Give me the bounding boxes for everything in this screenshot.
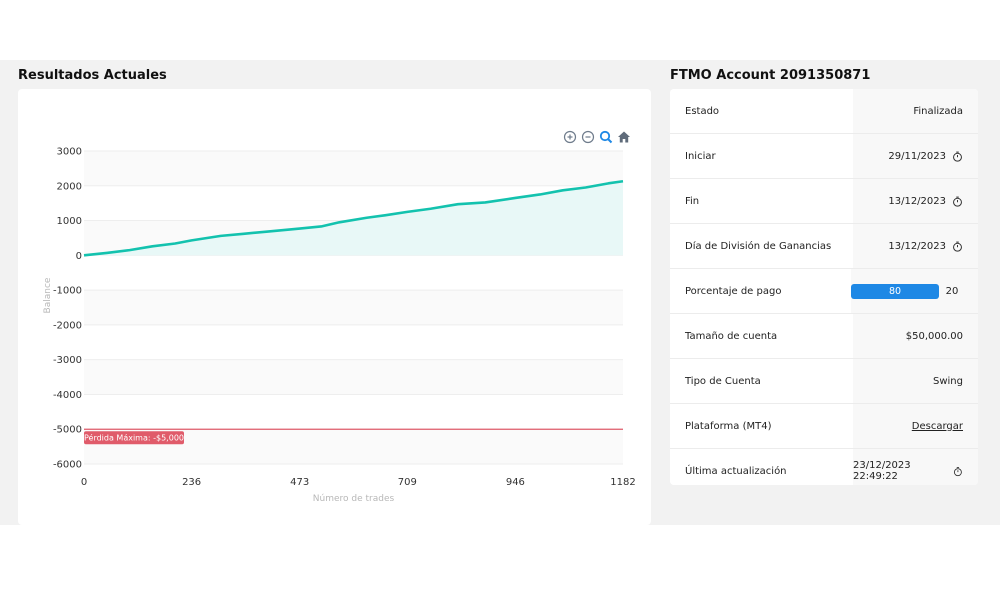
x-tick-label: 709 [398,477,417,488]
y-tick-label: -6000 [53,460,82,471]
search-icon[interactable] [599,130,613,144]
max-loss-label: Pérdida Máxima: -$5,000 [84,433,184,443]
row-iniciar: Iniciar 29/11/2023 [670,134,978,179]
chart-card: 3000 2000 1000 0 -1000 -2000 -3000 -4000 -5000 -6… [18,89,651,525]
row-label: Porcentaje de pago [670,269,851,313]
status-value: Finalizada [913,105,963,117]
row-account-type: Tipo de Cuenta Swing [670,359,978,404]
row-label: Fin [670,179,853,223]
row-last-update: Última actualización 23/12/2023 22:49:22 [670,449,978,485]
grid-band [84,151,623,186]
row-value-cell: Finalizada [853,89,978,133]
x-tick-label: 236 [182,477,201,488]
stopwatch-icon [953,241,962,252]
row-value-cell: 80 20 [851,269,978,313]
y-tick-label: 1000 [57,216,82,227]
x-tick-label: 946 [506,477,525,488]
y-tick-label: 3000 [57,147,82,158]
y-tick-label: 0 [76,251,82,262]
account-section-title: FTMO Account 2091350871 [670,68,871,83]
row-fin: Fin 13/12/2023 [670,179,978,224]
y-tick-label: -5000 [53,425,82,436]
start-date-value: 29/11/2023 [888,150,946,162]
row-estado: Estado Finalizada [670,89,978,134]
x-tick-label: 1182 [610,477,635,488]
row-label: Tipo de Cuenta [670,359,853,403]
row-value-cell: 13/12/2023 [853,224,978,268]
stopwatch-icon [953,151,962,162]
payout-trader-bar: 80 [851,283,939,299]
row-value-cell: Descargar [853,404,978,448]
last-update-value: 23/12/2023 22:49:22 [853,460,911,482]
row-label: Plataforma (MT4) [670,404,853,448]
row-label: Última actualización [670,449,853,485]
zoom-out-icon[interactable] [581,130,595,144]
y-tick-label: -3000 [53,355,82,366]
home-icon[interactable] [617,130,631,144]
balance-line [83,179,624,257]
row-label: Tamaño de cuenta [670,314,853,358]
max-loss-badge [84,431,184,445]
end-date-value: 13/12/2023 [888,195,946,207]
row-value-cell: 23/12/2023 22:49:22 [853,449,978,485]
balance-chart: 3000 2000 1000 0 -1000 -2000 -3000 -4000 -5000 -6… [43,147,636,505]
profit-split-date-value: 13/12/2023 [888,240,946,252]
row-label: Día de División de Ganancias [670,224,853,268]
y-axis-title: Balance [43,277,53,313]
stopwatch-icon [953,196,962,207]
payout-firm-value: 20 [945,285,959,297]
row-value-cell: 29/11/2023 [853,134,978,178]
row-value-cell: 13/12/2023 [853,179,978,223]
y-tick-label: -1000 [53,286,82,297]
x-tick-label: 473 [290,477,309,488]
chart-section-title: Resultados Actuales [18,68,167,83]
y-tick-label: 2000 [57,181,82,192]
row-value-cell: $50,000.00 [853,314,978,358]
row-payout: Porcentaje de pago 80 20 [670,269,978,314]
y-tick-label: -2000 [53,320,82,331]
row-platform: Plataforma (MT4) Descargar [670,404,978,449]
zoom-in-icon[interactable] [563,130,577,144]
row-profit-split-day: Día de División de Ganancias 13/12/2023 [670,224,978,269]
row-account-size: Tamaño de cuenta $50,000.00 [670,314,978,359]
y-tick-label: -4000 [53,390,82,401]
account-size-value: $50,000.00 [905,330,963,342]
row-value-cell: Swing [853,359,978,403]
row-label: Estado [670,89,853,133]
grid-band [84,290,623,325]
x-tick-label: 0 [81,477,87,488]
account-details-card: Estado Finalizada Iniciar 29/11/2023 Fin… [670,89,978,485]
stopwatch-icon [954,466,963,476]
account-type-value: Swing [933,375,963,387]
chart-toolbar [563,130,631,146]
payout-split: 80 20 [851,283,963,299]
x-axis-title: Número de trades [313,494,395,504]
download-link[interactable]: Descargar [911,420,963,432]
grid-band [84,359,623,395]
row-label: Iniciar [670,134,853,178]
